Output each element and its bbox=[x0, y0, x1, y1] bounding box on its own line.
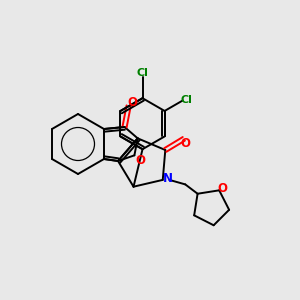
Text: Cl: Cl bbox=[136, 68, 148, 78]
Text: O: O bbox=[136, 154, 146, 167]
Text: Cl: Cl bbox=[181, 95, 192, 105]
Text: O: O bbox=[218, 182, 228, 195]
Text: N: N bbox=[163, 172, 173, 185]
Text: O: O bbox=[127, 96, 137, 109]
Text: O: O bbox=[180, 137, 190, 150]
